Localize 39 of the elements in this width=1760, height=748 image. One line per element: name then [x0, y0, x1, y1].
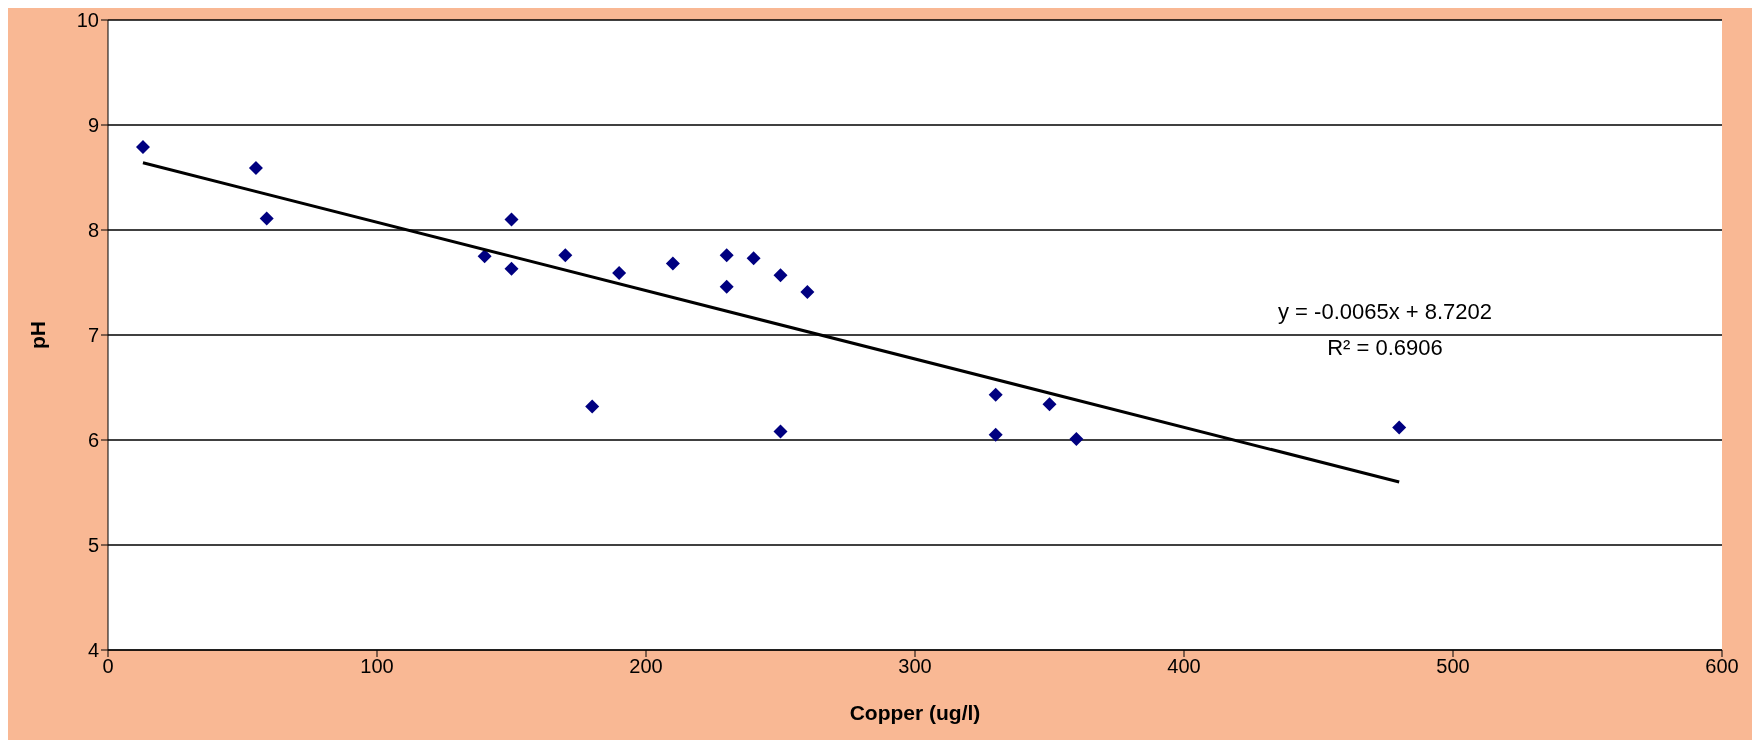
point [773, 268, 788, 283]
point [504, 212, 519, 227]
point [988, 427, 1003, 442]
point [477, 249, 492, 264]
point [665, 256, 680, 271]
point [248, 161, 263, 176]
x-tick-label: 600 [1705, 655, 1739, 678]
annotation: R² = 0.6906 [1326, 334, 1444, 362]
point [719, 248, 734, 263]
y-tick-label: 4 [87, 639, 99, 662]
point [585, 399, 600, 414]
y-tick-label: 7 [87, 324, 99, 347]
x-tick-label: 500 [1436, 655, 1470, 678]
point [988, 387, 1003, 402]
y-tick-label: 10 [76, 9, 99, 32]
point [773, 424, 788, 439]
y-tick-label: 5 [87, 534, 99, 557]
x-axis-title: Copper (ug/l) [849, 701, 981, 724]
point [1042, 397, 1057, 412]
point [1392, 420, 1407, 435]
point [612, 266, 627, 281]
annotation: y = -0.0065x + 8.7202 [1278, 298, 1493, 326]
y-axis-title: pH [26, 321, 50, 349]
point [504, 261, 519, 276]
y-tick-label: 8 [87, 219, 99, 242]
point [719, 279, 734, 294]
point [1069, 431, 1084, 446]
x-tick-label: 100 [360, 655, 394, 678]
point [746, 251, 761, 266]
point [558, 248, 573, 263]
point [135, 140, 150, 155]
point [259, 211, 274, 226]
x-tick-label: 200 [629, 655, 663, 678]
x-tick-label: 0 [102, 655, 114, 678]
point [800, 284, 815, 299]
x-tick-label: 400 [1167, 655, 1201, 678]
x-tick-label: 300 [898, 655, 932, 678]
y-tick-label: 9 [87, 114, 99, 137]
y-tick-label: 6 [87, 429, 99, 452]
